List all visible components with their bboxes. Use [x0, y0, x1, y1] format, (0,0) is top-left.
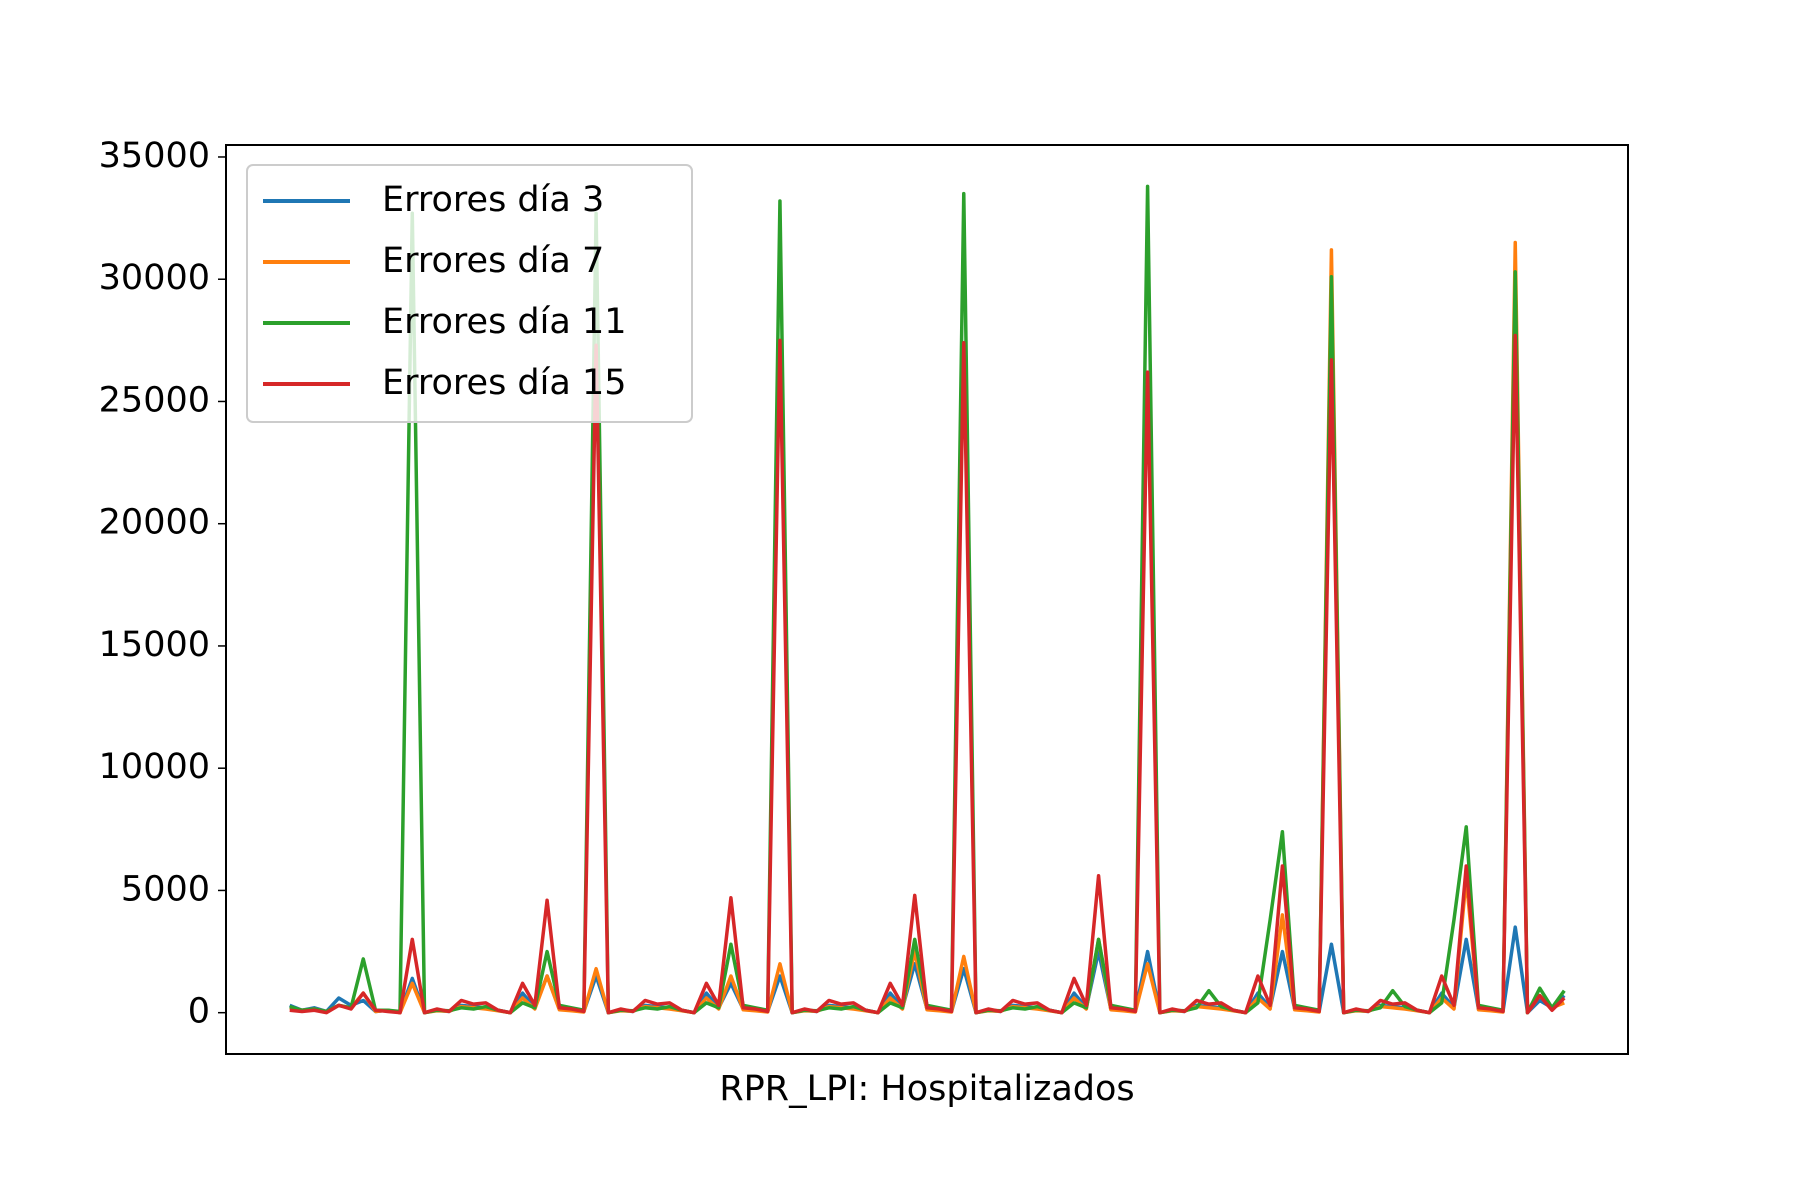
legend-label: Errores día 11	[382, 302, 627, 342]
y-tick-label: 30000	[99, 258, 210, 298]
x-axis-label: RPR_LPI: Hospitalizados	[719, 1069, 1134, 1109]
y-tick-label: 20000	[99, 503, 210, 543]
y-tick-label: 10000	[99, 747, 210, 787]
y-tick-label: 25000	[99, 380, 210, 420]
legend-box	[246, 164, 693, 423]
legend-label: Errores día 7	[382, 241, 604, 281]
legend-label: Errores día 15	[382, 363, 627, 403]
plot-frame	[225, 144, 1629, 1055]
legend-label: Errores día 3	[382, 180, 604, 220]
y-tick-label: 35000	[99, 136, 210, 176]
y-tick-label: 5000	[121, 869, 210, 909]
series-line	[289, 333, 1566, 1015]
y-tick-label: 0	[188, 992, 210, 1032]
y-tick-label: 15000	[99, 625, 210, 665]
